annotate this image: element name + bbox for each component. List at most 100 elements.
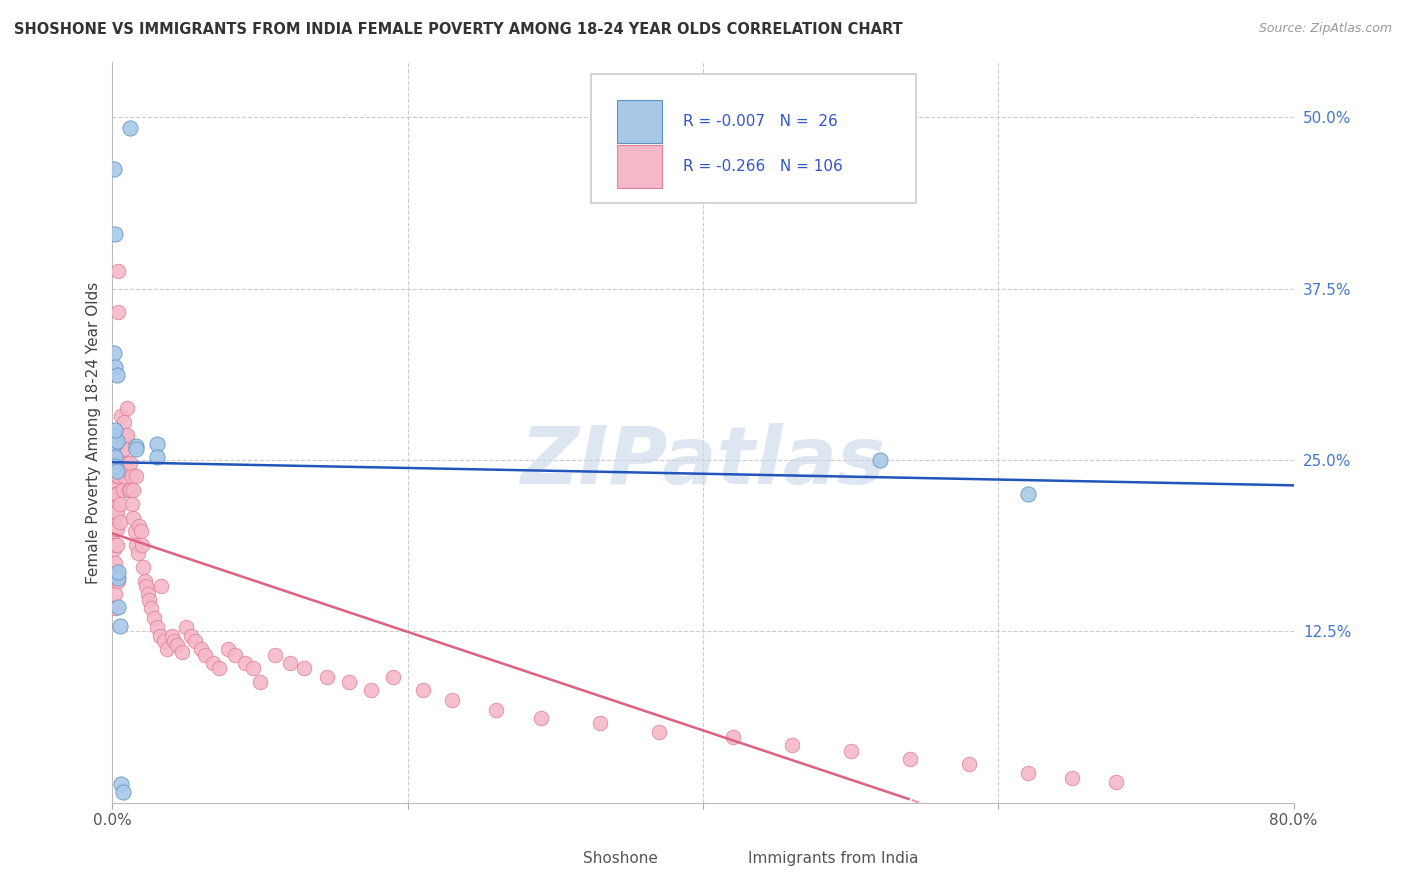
Point [120,456,142,470]
Point [124,524,146,539]
Point [382,670,405,684]
Point [103,563,125,577]
Point [146,620,169,634]
Point [104,538,127,552]
Point [120,483,142,498]
Point [142,610,165,624]
Point [107,305,129,319]
Point [264,648,287,662]
Text: R = -0.007   N =  26: R = -0.007 N = 26 [683,114,838,129]
Point [110,409,132,424]
Point [125,469,148,483]
Point [112,442,135,456]
Point [139,601,162,615]
Point [131,538,153,552]
Point [839,744,862,758]
Point [411,683,433,698]
Point [112,415,135,429]
Point [105,538,128,552]
Point [146,450,169,465]
Point [315,670,337,684]
Point [242,661,264,675]
Point [105,464,128,478]
Point [529,711,551,725]
Point [170,645,193,659]
Point [180,628,202,642]
Point [117,456,138,470]
Point [105,568,128,582]
Point [104,464,127,478]
Point [163,634,186,648]
Point [780,738,803,752]
Point [105,434,128,448]
Point [1017,487,1039,501]
Point [898,752,921,766]
Point [108,515,131,529]
Point [249,675,271,690]
Point [105,487,128,501]
Point [190,642,212,657]
Bar [537,844,574,873]
Point [122,483,145,498]
Point [647,724,671,739]
Point [108,497,131,511]
Point [174,620,197,634]
Point [1105,775,1128,789]
Point [114,428,136,442]
Point [153,634,176,648]
Point [150,579,173,593]
Point [103,501,125,516]
Text: R = -0.266   N = 106: R = -0.266 N = 106 [683,159,842,174]
Point [118,464,141,478]
Point [104,450,127,465]
Point [103,428,125,442]
Point [160,628,183,642]
Point [149,628,172,642]
Point [104,436,127,450]
Point [110,776,132,790]
Text: SHOSHONE VS IMMIGRANTS FROM INDIA FEMALE POVERTY AMONG 18-24 YEAR OLDS CORRELATI: SHOSHONE VS IMMIGRANTS FROM INDIA FEMALE… [14,22,903,37]
Point [103,162,125,177]
Point [103,515,125,529]
Point [134,574,156,588]
Point [128,519,150,533]
Point [136,587,159,601]
Point [166,638,188,652]
Y-axis label: Female Poverty Among 18-24 Year Olds: Female Poverty Among 18-24 Year Olds [86,282,101,583]
Point [104,587,127,601]
Point [146,436,169,450]
Point [112,469,135,483]
Point [103,480,125,494]
Point [1017,765,1039,780]
Point [156,642,179,657]
Point [108,464,131,478]
Point [104,505,127,519]
Point [125,538,148,552]
Point [108,619,131,633]
Point [121,469,143,483]
Text: Source: ZipAtlas.com: Source: ZipAtlas.com [1258,22,1392,36]
Bar [617,145,662,187]
Point [104,574,127,588]
Point [233,656,256,670]
Point [117,401,138,415]
Point [194,648,217,662]
Point [114,456,136,470]
Point [107,571,129,585]
Point [120,121,142,136]
Point [110,442,132,456]
Point [118,483,141,498]
Point [110,456,132,470]
Point [104,477,127,491]
Point [588,716,610,731]
Point [107,574,129,588]
Point [127,546,149,560]
Point [138,593,160,607]
Point [869,453,891,467]
Point [1062,771,1084,785]
Point [292,661,315,675]
Point [105,505,128,519]
Point [105,469,128,483]
Point [217,642,239,657]
Point [104,522,127,536]
